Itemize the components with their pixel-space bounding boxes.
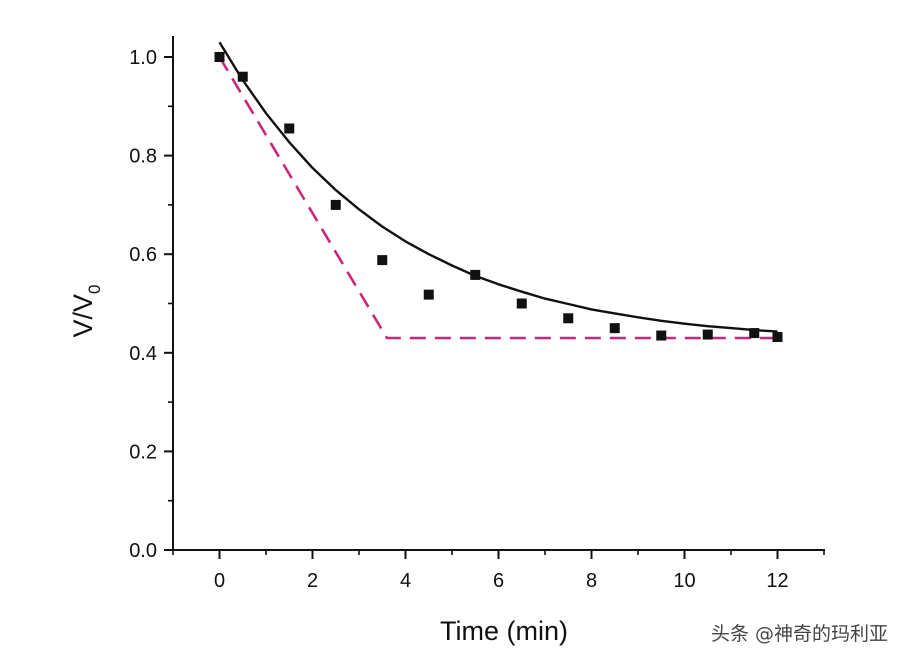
y-axis-title-group: V/V0 (68, 285, 104, 338)
data-point (656, 330, 667, 341)
y-axis-title: V/V0 (68, 285, 104, 338)
data-point (284, 123, 295, 134)
y-tick-label: 0.4 (129, 343, 157, 365)
series-layer (214, 41, 783, 343)
dashed-trend-line (218, 56, 778, 340)
x-tick-label: 8 (586, 570, 597, 592)
y-tick-label: 0.8 (129, 146, 157, 168)
data-point (470, 269, 481, 280)
data-point (423, 289, 434, 300)
y-tick-label: 0.6 (129, 244, 157, 266)
x-tick-label: 4 (400, 570, 411, 592)
y-axis-title-main: V/V (68, 294, 98, 338)
x-tick-label: 12 (766, 570, 788, 592)
x-tick-label: 6 (493, 570, 504, 592)
x-axis-title: Time (min) (440, 616, 568, 646)
data-point (377, 255, 388, 266)
data-point (609, 323, 620, 334)
axes (172, 36, 825, 551)
x-ticks: 0 2 4 6 8 10 12 (172, 550, 825, 592)
data-point (772, 332, 783, 343)
y-tick-label: 1.0 (129, 47, 157, 69)
x-tick-label: 2 (307, 570, 318, 592)
y-ticks: 0.0 0.2 0.4 0.6 0.8 1.0 (129, 47, 173, 562)
y-axis-title-subscript: 0 (85, 285, 104, 294)
x-tick-label: 10 (673, 570, 695, 592)
y-tick-label: 0.2 (129, 441, 157, 463)
fit-curve (218, 41, 778, 333)
data-point (749, 328, 760, 339)
y-tick-label: 0.0 (129, 540, 157, 562)
data-point (563, 313, 574, 324)
data-point (330, 199, 341, 210)
data-point (516, 298, 527, 309)
watermark-text: 头条 @神奇的玛利亚 (711, 623, 888, 645)
data-point (702, 329, 713, 340)
x-tick-label: 0 (214, 570, 225, 592)
data-point (237, 71, 248, 82)
data-point (214, 52, 225, 62)
